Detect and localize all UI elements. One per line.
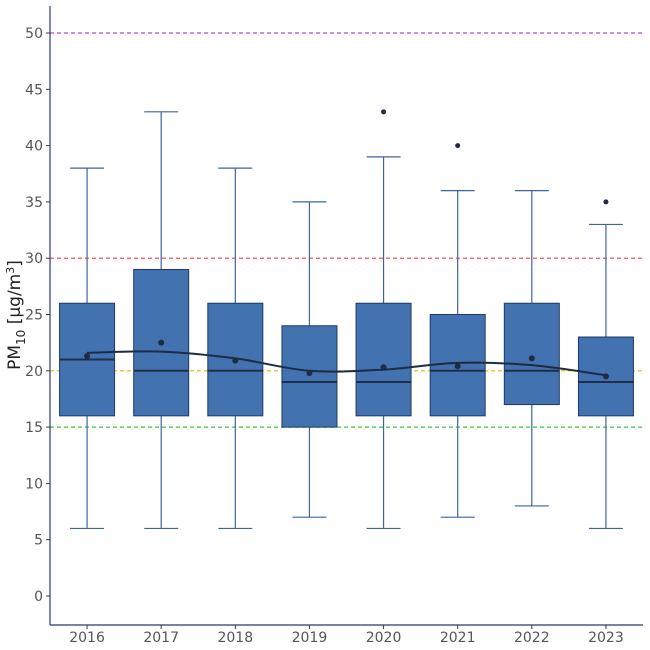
box-body <box>355 302 412 417</box>
box-2021 <box>429 143 486 518</box>
trend-layer <box>84 339 609 380</box>
x-tick-label: 2020 <box>366 630 402 646</box>
outlier-point <box>455 143 461 149</box>
y-tick-label: 40 <box>25 139 43 155</box>
x-axis-ticks: 2016 2017 2018 2019 2020 2021 2022 2023 <box>69 625 624 646</box>
mean-point-2023 <box>602 373 609 380</box>
y-tick-label: 20 <box>25 364 43 380</box>
box-2018 <box>207 167 264 530</box>
mean-point-2020 <box>380 364 387 371</box>
mean-point-2021 <box>454 363 461 370</box>
box-2020 <box>355 109 412 530</box>
axes <box>49 6 643 626</box>
x-tick-label: 2019 <box>292 630 328 646</box>
box-2022 <box>503 190 560 507</box>
y-axis-title-unit: [µg/m <box>5 274 25 330</box>
mean-point-2022 <box>528 355 535 362</box>
y-axis-title-sup: 3 <box>4 267 17 274</box>
outlier-point <box>603 199 609 205</box>
y-tick-label: 50 <box>25 26 43 42</box>
mean-point-2018 <box>232 357 239 364</box>
y-tick-label: 45 <box>25 82 43 98</box>
y-tick-label: 35 <box>25 195 43 211</box>
y-axis-ticks: 0 5 10 15 20 25 30 35 40 45 50 <box>25 26 50 605</box>
x-tick-label: 2018 <box>217 630 253 646</box>
y-axis-title: PM10 [µg/m3] <box>4 260 28 370</box>
outlier-point <box>381 109 387 115</box>
box-2023 <box>577 199 634 530</box>
y-tick-label: 0 <box>34 589 43 605</box>
y-tick-label: 25 <box>25 308 43 324</box>
box-2017 <box>133 111 190 530</box>
y-tick-label: 10 <box>25 476 43 492</box>
box-2019 <box>281 201 338 518</box>
x-tick-label: 2016 <box>69 630 105 646</box>
box-2016 <box>59 167 116 530</box>
box-body <box>281 325 338 428</box>
y-axis-title-sub: 10 <box>14 330 28 345</box>
x-tick-label: 2022 <box>514 630 550 646</box>
box-body <box>503 302 560 406</box>
box-series <box>59 109 634 530</box>
x-tick-label: 2021 <box>440 630 476 646</box>
y-axis-title-base: PM <box>5 345 25 370</box>
x-tick-label: 2023 <box>588 630 624 646</box>
y-tick-label: 30 <box>25 251 43 267</box>
mean-point-2016 <box>84 353 91 360</box>
trend-line <box>87 350 607 377</box>
mean-point-2017 <box>158 339 165 346</box>
y-tick-label: 15 <box>25 420 43 436</box>
x-tick-label: 2017 <box>143 630 179 646</box>
y-tick-label: 5 <box>34 533 43 549</box>
y-axis-title-close: ] <box>5 260 25 267</box>
mean-point-2019 <box>306 370 313 377</box>
